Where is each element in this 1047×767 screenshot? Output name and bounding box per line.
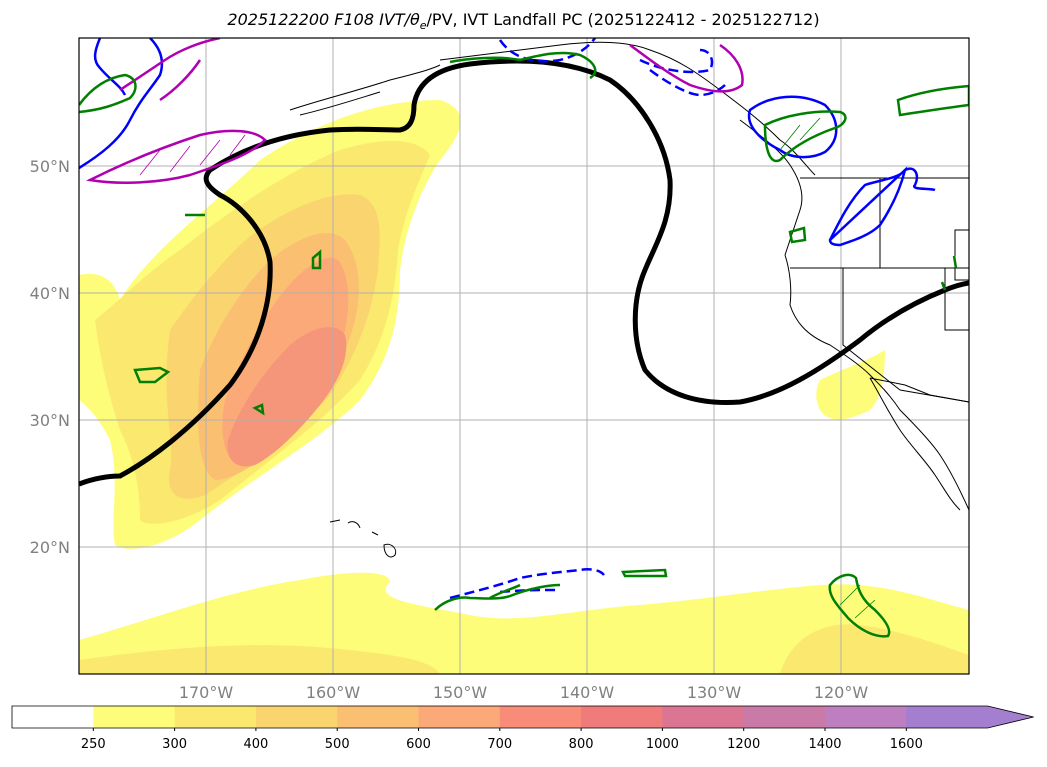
colorbar-tick-label: 1600 (890, 737, 923, 752)
colorbar-segment (743, 706, 826, 728)
lat-labels: 50°N 40°N 30°N 20°N (30, 157, 70, 557)
colorbar-tick-label: 600 (406, 737, 431, 752)
title-theta: θe (409, 10, 427, 33)
green-contour-baja (828, 573, 891, 638)
green-contours (79, 51, 969, 638)
green-contour-small-4 (133, 366, 171, 384)
ivt-300-baja (780, 624, 969, 674)
colorbar: 250 300 400 500 600 700 800 1000 1200 1400 1600 (11, 705, 1034, 752)
green-contour-bc (763, 110, 847, 163)
lat-label-40: 40°N (30, 284, 70, 303)
green-contour-east (896, 84, 969, 117)
colorbar-tick-label: 300 (162, 737, 187, 752)
green-hatch-baja (839, 584, 876, 619)
colorbar-segment (581, 706, 663, 728)
colorbar-tick-label: 1200 (727, 737, 760, 752)
lon-label-120w: 120°W (814, 683, 869, 702)
title-suffix: /PV, IVT Landfall PC (2025122412 - 20251… (426, 10, 820, 29)
title-theta-sub: e (419, 19, 427, 33)
colorbar-segment (255, 706, 338, 728)
chart-title: 2025122200 F108 IVT/θe/PV, IVT Landfall … (0, 10, 1047, 32)
magenta-contour-gulf (86, 129, 267, 184)
colorbar-outline (11, 705, 1034, 729)
magenta-contour-north (629, 43, 744, 93)
alaska-coast (289, 41, 816, 176)
lat-label-30: 30°N (30, 411, 70, 430)
baja-coast (869, 377, 961, 511)
mexico-border (869, 377, 969, 403)
ivt-300-tropics (79, 645, 440, 674)
lon-label-130w: 130°W (687, 683, 742, 702)
map-frame (78, 37, 970, 675)
colorbar-tick-label: 700 (487, 737, 512, 752)
green-contour-north (449, 51, 597, 80)
colorbar-segment (825, 706, 907, 728)
lat-label-50: 50°N (30, 157, 70, 176)
colorbar-tick-label: 1000 (646, 737, 679, 752)
green-contour-small-1 (788, 226, 807, 244)
green-hatch-bc (779, 117, 821, 151)
hatching (139, 117, 876, 619)
colorbar-segment (499, 706, 582, 728)
map-area (79, 38, 969, 674)
colorbar-tick-label: 1400 (808, 737, 841, 752)
title-prefix: 2025122200 F108 IVT/ (227, 10, 410, 29)
lon-label-150w: 150°W (433, 683, 488, 702)
colorbar-segment (662, 706, 745, 728)
lon-label-140w: 140°W (560, 683, 615, 702)
theta-pv-line (79, 58, 969, 487)
lon-label-160w: 160°W (306, 683, 361, 702)
colorbar-tick-label: 800 (569, 737, 594, 752)
theta-pv-contour (79, 58, 969, 487)
ivt-250-westcoast (816, 350, 885, 420)
lon-labels: 170°W 160°W 150°W 140°W 130°W 120°W (179, 683, 869, 702)
blue-contour-nw (79, 38, 164, 170)
colorbar-tick-label: 250 (81, 737, 106, 752)
colorbar-extend-arrow (906, 706, 1034, 728)
green-contour-nw (79, 73, 137, 114)
green-contour-tropic-1 (434, 583, 561, 611)
colorbar-tick-label: 500 (325, 737, 350, 752)
colorbar-segment (418, 706, 501, 728)
us-west-coast (784, 254, 969, 511)
colorbar-segment (174, 706, 257, 728)
green-contour-tropic-2 (621, 568, 668, 578)
title-theta-symbol: θ (409, 10, 420, 29)
ivt-shading (79, 100, 969, 674)
magenta-hatch (139, 134, 246, 176)
colorbar-segment (93, 706, 176, 728)
hawaii-islands (329, 519, 397, 558)
green-contour-ca (940, 255, 958, 291)
colorbar-tick-label: 400 (243, 737, 268, 752)
magenta-contours (86, 38, 744, 184)
colorbar-segment (337, 706, 419, 728)
green-contour-small-5 (252, 403, 265, 416)
colorbar-segment (12, 706, 94, 728)
blue-contour-pnw (828, 166, 936, 247)
ivt-700 (227, 327, 347, 467)
lat-label-20: 20°N (30, 538, 70, 557)
lon-label-170w: 170°W (179, 683, 234, 702)
green-contour-small-3 (311, 249, 322, 270)
